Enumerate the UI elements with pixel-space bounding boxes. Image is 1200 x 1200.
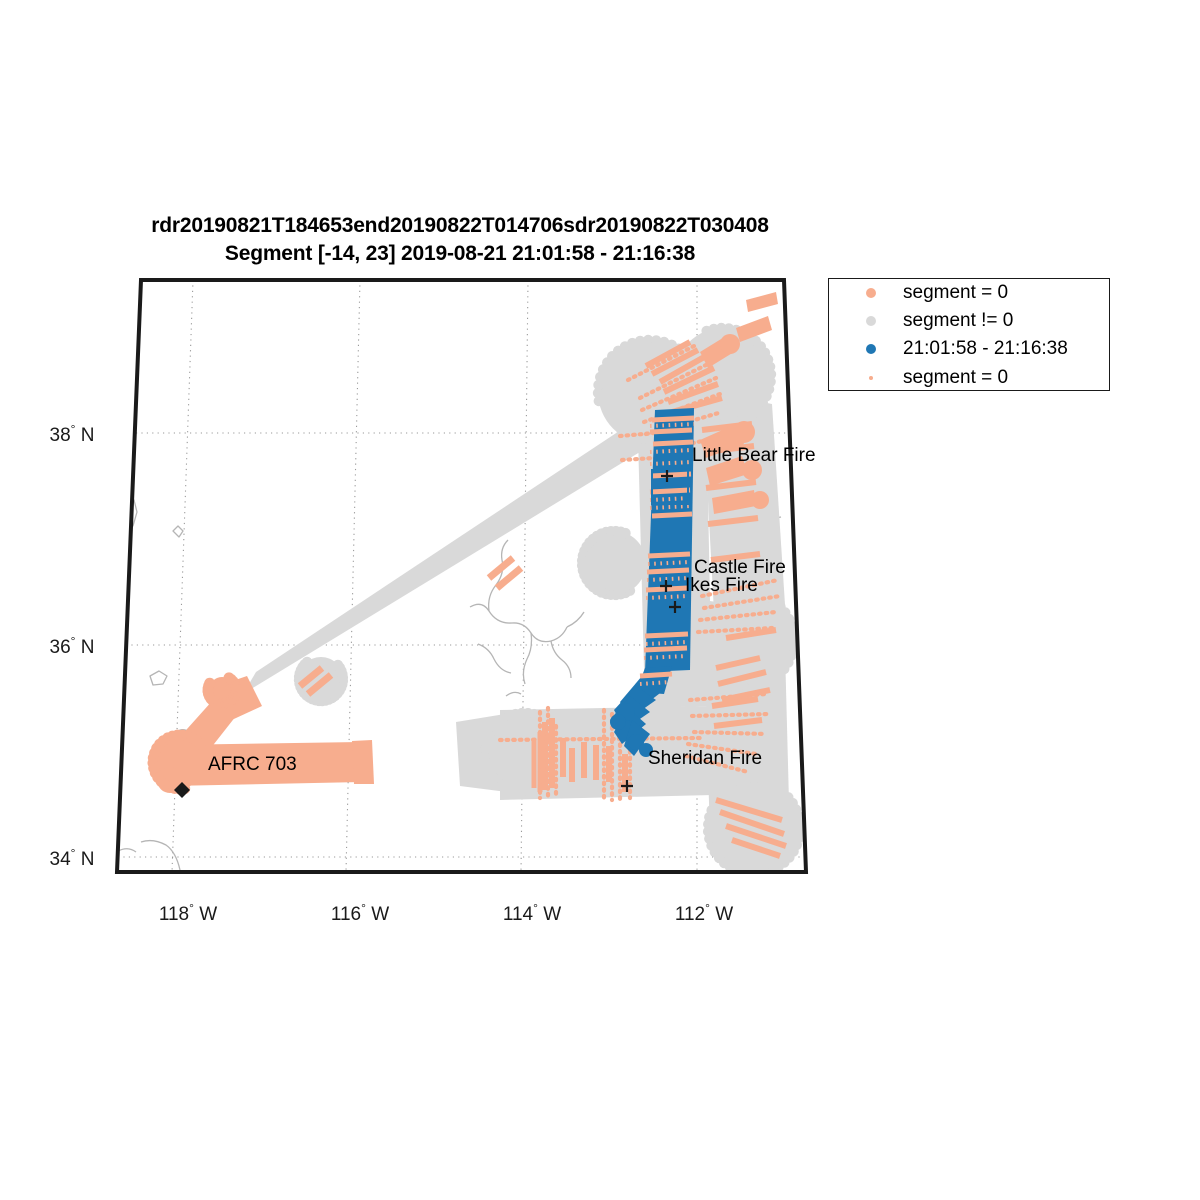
legend-label-2: 21:01:58 - 21:16:38 — [903, 338, 1068, 360]
label-afrc-703: AFRC 703 — [208, 754, 297, 775]
legend-dot-3 — [869, 375, 873, 380]
longitude-tick-labels: 118° W 116° W 114° W 112° W — [159, 901, 733, 925]
title-line-1: rdr20190821T184653end20190822T014706sdr2… — [151, 214, 769, 237]
gridlines — [118, 280, 806, 872]
legend-row-0[interactable]: segment = 0 — [829, 279, 1109, 307]
swath-highlight-segment — [610, 408, 695, 757]
legend-label-3: segment = 0 — [903, 366, 1009, 388]
legend-marker-icon-3 — [849, 375, 893, 380]
xtick-112: 112° W — [675, 901, 733, 925]
xtick-114: 114° W — [503, 901, 561, 925]
map-frame — [114, 278, 809, 874]
legend-row-2[interactable]: 21:01:58 - 21:16:38 — [829, 335, 1109, 363]
legend: segment = 0 segment != 0 21:01:58 - 21:1… — [828, 278, 1110, 391]
scanline-segments-salmon — [297, 339, 787, 859]
legend-marker-icon-0 — [849, 288, 893, 299]
legend-dot-1 — [866, 316, 876, 327]
label-ikes-fire: Ikes Fire — [685, 575, 758, 596]
legend-row-1[interactable]: segment != 0 — [829, 307, 1109, 335]
legend-label-1: segment != 0 — [903, 310, 1014, 332]
marker-castle-fire — [660, 580, 672, 592]
ytick-38: 38° N — [50, 422, 95, 446]
marker-afrc-703 — [174, 782, 190, 798]
legend-dot-2 — [866, 344, 876, 355]
plume-detail-salmon — [700, 334, 769, 514]
edge-fragments-salmon — [736, 292, 778, 342]
label-sheridan-fire: Sheridan Fire — [648, 748, 762, 769]
figure-title: rdr20190821T184653end20190822T014706sdr2… — [0, 212, 920, 267]
legend-dot-0 — [866, 288, 876, 299]
legend-marker-icon-2 — [849, 344, 893, 355]
title-line-2: Segment [-14, 23] 2019-08-21 21:01:58 - … — [224, 241, 696, 265]
legend-label-0: segment = 0 — [903, 282, 1009, 304]
legend-row-3[interactable]: segment = 0 — [829, 364, 1109, 392]
label-little-bear-fire: Little Bear Fire — [692, 445, 816, 466]
ytick-36: 36° N — [50, 634, 95, 658]
marker-ikes-fire — [669, 601, 681, 613]
legend-marker-icon-1 — [849, 316, 893, 327]
xtick-116: 116° W — [331, 901, 389, 925]
swath-segment-zero — [147, 672, 374, 795]
latitude-tick-labels: 38° N 36° N 34° N — [50, 422, 95, 870]
marker-little-bear-fire — [661, 470, 673, 482]
poi-markers: Little Bear Fire Castle Fire Ikes Fire S… — [174, 445, 816, 798]
ytick-34: 34° N — [50, 846, 95, 870]
label-castle-fire: Castle Fire — [694, 557, 786, 578]
marker-sheridan-fire — [621, 780, 633, 792]
xtick-118: 118° W — [159, 901, 217, 925]
